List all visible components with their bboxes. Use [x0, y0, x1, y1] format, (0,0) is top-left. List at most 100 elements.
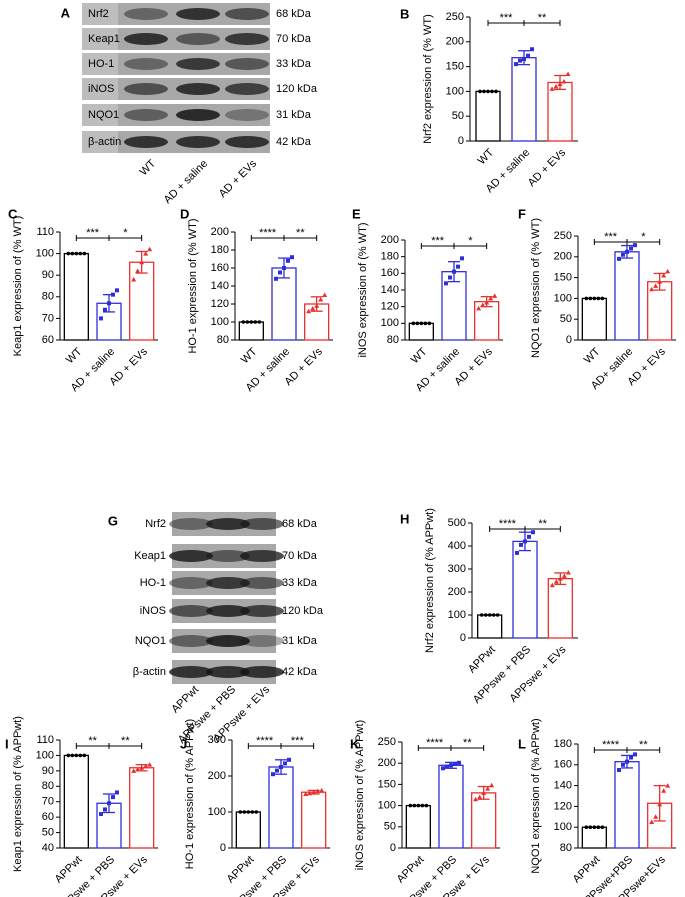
significance-label: **	[538, 12, 547, 24]
lane-label: AD + saline	[162, 158, 210, 206]
data-point	[416, 803, 421, 808]
y-tick-label: 80	[560, 842, 572, 854]
protein-label: HO-1	[140, 577, 166, 589]
protein-label: NQO1	[88, 109, 119, 121]
size-label: 31 kDa	[276, 109, 312, 121]
y-tick-label: 400	[448, 540, 466, 552]
data-point	[479, 613, 484, 617]
size-label: 31 kDa	[282, 635, 318, 647]
y-tick-label: 80	[387, 334, 399, 346]
significance-label: *	[468, 235, 473, 247]
x-tick-label: WT	[476, 146, 497, 167]
y-tick-label: 90	[42, 269, 54, 281]
y-tick-label: 50	[452, 110, 464, 122]
bar	[63, 754, 89, 849]
data-point	[488, 295, 494, 301]
data-point	[115, 790, 119, 795]
blot-band	[169, 550, 213, 562]
data-point	[449, 763, 453, 768]
y-tick-label: 250	[554, 230, 572, 242]
protein-label: β-actin	[133, 666, 166, 678]
data-point	[246, 810, 251, 814]
y-tick-label: 50	[384, 821, 396, 833]
data-point	[286, 258, 290, 263]
data-point	[565, 71, 571, 77]
data-point	[480, 302, 486, 307]
bar	[647, 281, 673, 341]
y-tick-label: 100	[381, 317, 399, 329]
data-point	[487, 613, 492, 617]
data-point	[99, 812, 103, 817]
y-tick-label: 120	[211, 298, 229, 310]
data-point	[420, 803, 425, 808]
data-point	[143, 763, 149, 769]
data-point	[523, 539, 527, 544]
data-point	[107, 801, 111, 806]
blot-band	[124, 58, 168, 70]
data-point	[82, 753, 87, 758]
data-point	[139, 259, 145, 265]
blot-band	[225, 58, 269, 70]
data-point	[135, 766, 141, 772]
data-point	[74, 753, 79, 758]
y-tick-label: 0	[566, 334, 572, 346]
protein-label: Keap1	[88, 33, 120, 45]
blot-band	[206, 635, 250, 647]
data-point	[70, 753, 75, 758]
panel-letter: K	[350, 736, 360, 751]
data-point	[522, 57, 526, 62]
x-tick-label: APPwt	[225, 854, 257, 886]
data-point	[633, 752, 637, 757]
data-point	[457, 760, 461, 765]
data-point	[70, 251, 75, 256]
data-point	[115, 288, 119, 293]
data-point	[531, 530, 535, 535]
data-point	[82, 251, 87, 256]
data-point	[103, 307, 107, 312]
lane-label: APPwt	[169, 684, 201, 716]
blot-band	[206, 550, 250, 562]
data-point	[657, 279, 663, 284]
data-point	[78, 251, 83, 256]
data-point	[310, 306, 316, 311]
x-tick-label: WT	[409, 345, 430, 366]
significance-label: **	[463, 737, 472, 749]
blot-label-area	[82, 3, 118, 25]
bar	[238, 321, 264, 341]
data-point	[456, 264, 460, 269]
significance-label: ***	[431, 235, 445, 247]
blot-label-area	[82, 131, 118, 153]
bar	[405, 804, 431, 849]
y-tick-label: 160	[381, 267, 399, 279]
panel-letter: G	[108, 513, 118, 528]
blot-band	[240, 666, 284, 678]
significance-label: **	[121, 735, 130, 747]
data-point	[653, 814, 659, 819]
bar	[301, 791, 327, 849]
data-point	[482, 89, 486, 94]
significance-label: ***	[291, 735, 305, 747]
data-point	[617, 256, 621, 261]
significance-label: ***	[604, 231, 618, 243]
data-point	[621, 252, 625, 257]
data-point	[315, 788, 321, 794]
data-point	[143, 251, 149, 256]
data-point	[311, 789, 317, 795]
size-label: 120 kDa	[276, 83, 318, 95]
data-point	[515, 550, 519, 555]
bar	[475, 90, 501, 142]
y-axis-label: HO-1 expression of (% WT)	[187, 218, 199, 353]
data-point	[111, 795, 115, 800]
size-label: 33 kDa	[282, 577, 318, 589]
blot-band	[225, 8, 269, 20]
bar	[63, 252, 89, 341]
data-point	[588, 825, 593, 829]
data-point	[549, 582, 555, 588]
data-point	[318, 297, 324, 302]
y-tick-label: 0	[458, 135, 464, 147]
y-tick-label: 200	[554, 251, 572, 263]
x-tick-label: APPwt	[571, 854, 603, 886]
data-point	[553, 83, 559, 89]
protein-label: Nrf2	[145, 518, 166, 530]
y-tick-label: 200	[378, 757, 396, 769]
